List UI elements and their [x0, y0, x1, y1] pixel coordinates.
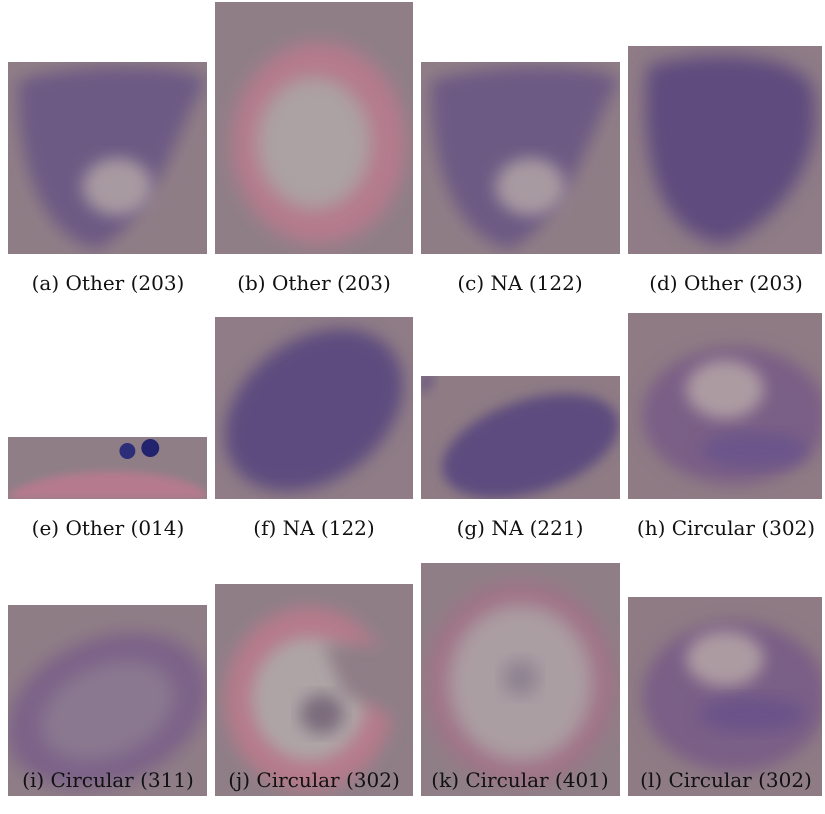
panel-caption-c: (c) NA (122)	[457, 271, 583, 295]
panel-caption-k: (k) Circular (401)	[431, 768, 609, 792]
cell-image-a	[8, 62, 207, 254]
cell-image-d	[628, 46, 822, 254]
cell-image-h	[628, 313, 822, 499]
panel-caption-a: (a) Other (203)	[31, 271, 185, 295]
panel-caption-e: (e) Other (014)	[31, 516, 185, 540]
nucleus-dot	[119, 443, 136, 459]
cell-image-i	[8, 605, 207, 796]
panel-caption-b: (b) Other (203)	[237, 271, 391, 295]
cell-image-g	[421, 376, 620, 499]
cell-image-l	[628, 597, 822, 796]
cell-image-j	[215, 584, 413, 796]
panel-caption-f: (f) NA (122)	[253, 516, 375, 540]
panel-caption-i: (i) Circular (311)	[22, 768, 194, 792]
nucleus-dot	[141, 439, 160, 457]
cell-image-f	[215, 317, 413, 499]
panel-caption-h: (h) Circular (302)	[636, 516, 816, 540]
cell-image-e	[8, 437, 207, 499]
cell-image-b	[215, 2, 413, 254]
panel-caption-g: (g) NA (221)	[456, 516, 584, 540]
panel-caption-j: (j) Circular (302)	[228, 768, 400, 792]
panel-caption-l: (l) Circular (302)	[640, 768, 812, 792]
cell-image-k	[421, 563, 620, 796]
panel-caption-d: (d) Other (203)	[649, 271, 803, 295]
cell-image-c	[421, 62, 620, 254]
